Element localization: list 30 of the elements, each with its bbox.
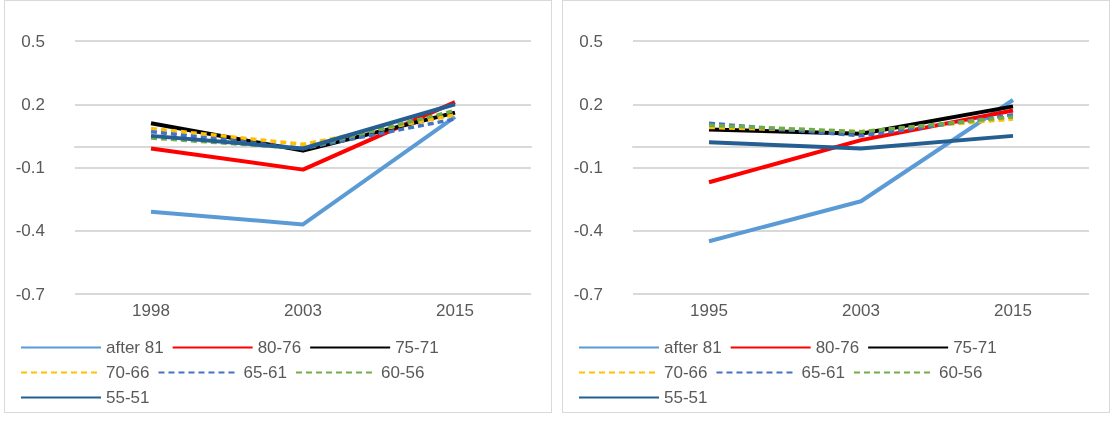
legend-label: 80-76 <box>815 338 860 357</box>
x-tick-label: 2003 <box>842 301 880 320</box>
legend-label: 75-71 <box>395 338 439 357</box>
legend-label: 70-66 <box>664 363 708 382</box>
x-tick-label: 2015 <box>436 301 474 320</box>
legend-label: 60-56 <box>938 363 983 382</box>
legend-label: 55-51 <box>664 388 708 407</box>
y-tick-label: 0.2 <box>579 94 603 114</box>
y-tick-label: -0.7 <box>573 284 603 304</box>
legend-label: 75-71 <box>953 338 997 357</box>
x-tick-label: 2015 <box>994 301 1032 320</box>
legend-label: after 81 <box>664 338 722 357</box>
legend-label: 55-51 <box>106 388 150 407</box>
legend-label: after 81 <box>106 338 164 357</box>
x-tick-label: 1995 <box>690 301 728 320</box>
y-tick-label: -0.1 <box>15 158 45 177</box>
legend-label: 60-56 <box>380 363 425 382</box>
y-tick-label: -0.7 <box>15 284 45 304</box>
legend-label: 70-66 <box>106 363 150 382</box>
y-tick-label: 0.5 <box>21 31 45 51</box>
y-tick-label: -0.1 <box>573 158 603 177</box>
y-tick-label: 0.5 <box>579 31 603 51</box>
x-tick-label: 1998 <box>132 301 170 320</box>
legend-label: 65-61 <box>801 363 845 382</box>
y-tick-label: -0.4 <box>573 221 603 241</box>
x-tick-label: 2003 <box>284 301 322 320</box>
legend-label: 65-61 <box>243 363 287 382</box>
y-tick-label: -0.4 <box>15 221 45 241</box>
legend-label: 80-76 <box>257 338 302 357</box>
y-tick-label: 0.2 <box>21 94 45 114</box>
